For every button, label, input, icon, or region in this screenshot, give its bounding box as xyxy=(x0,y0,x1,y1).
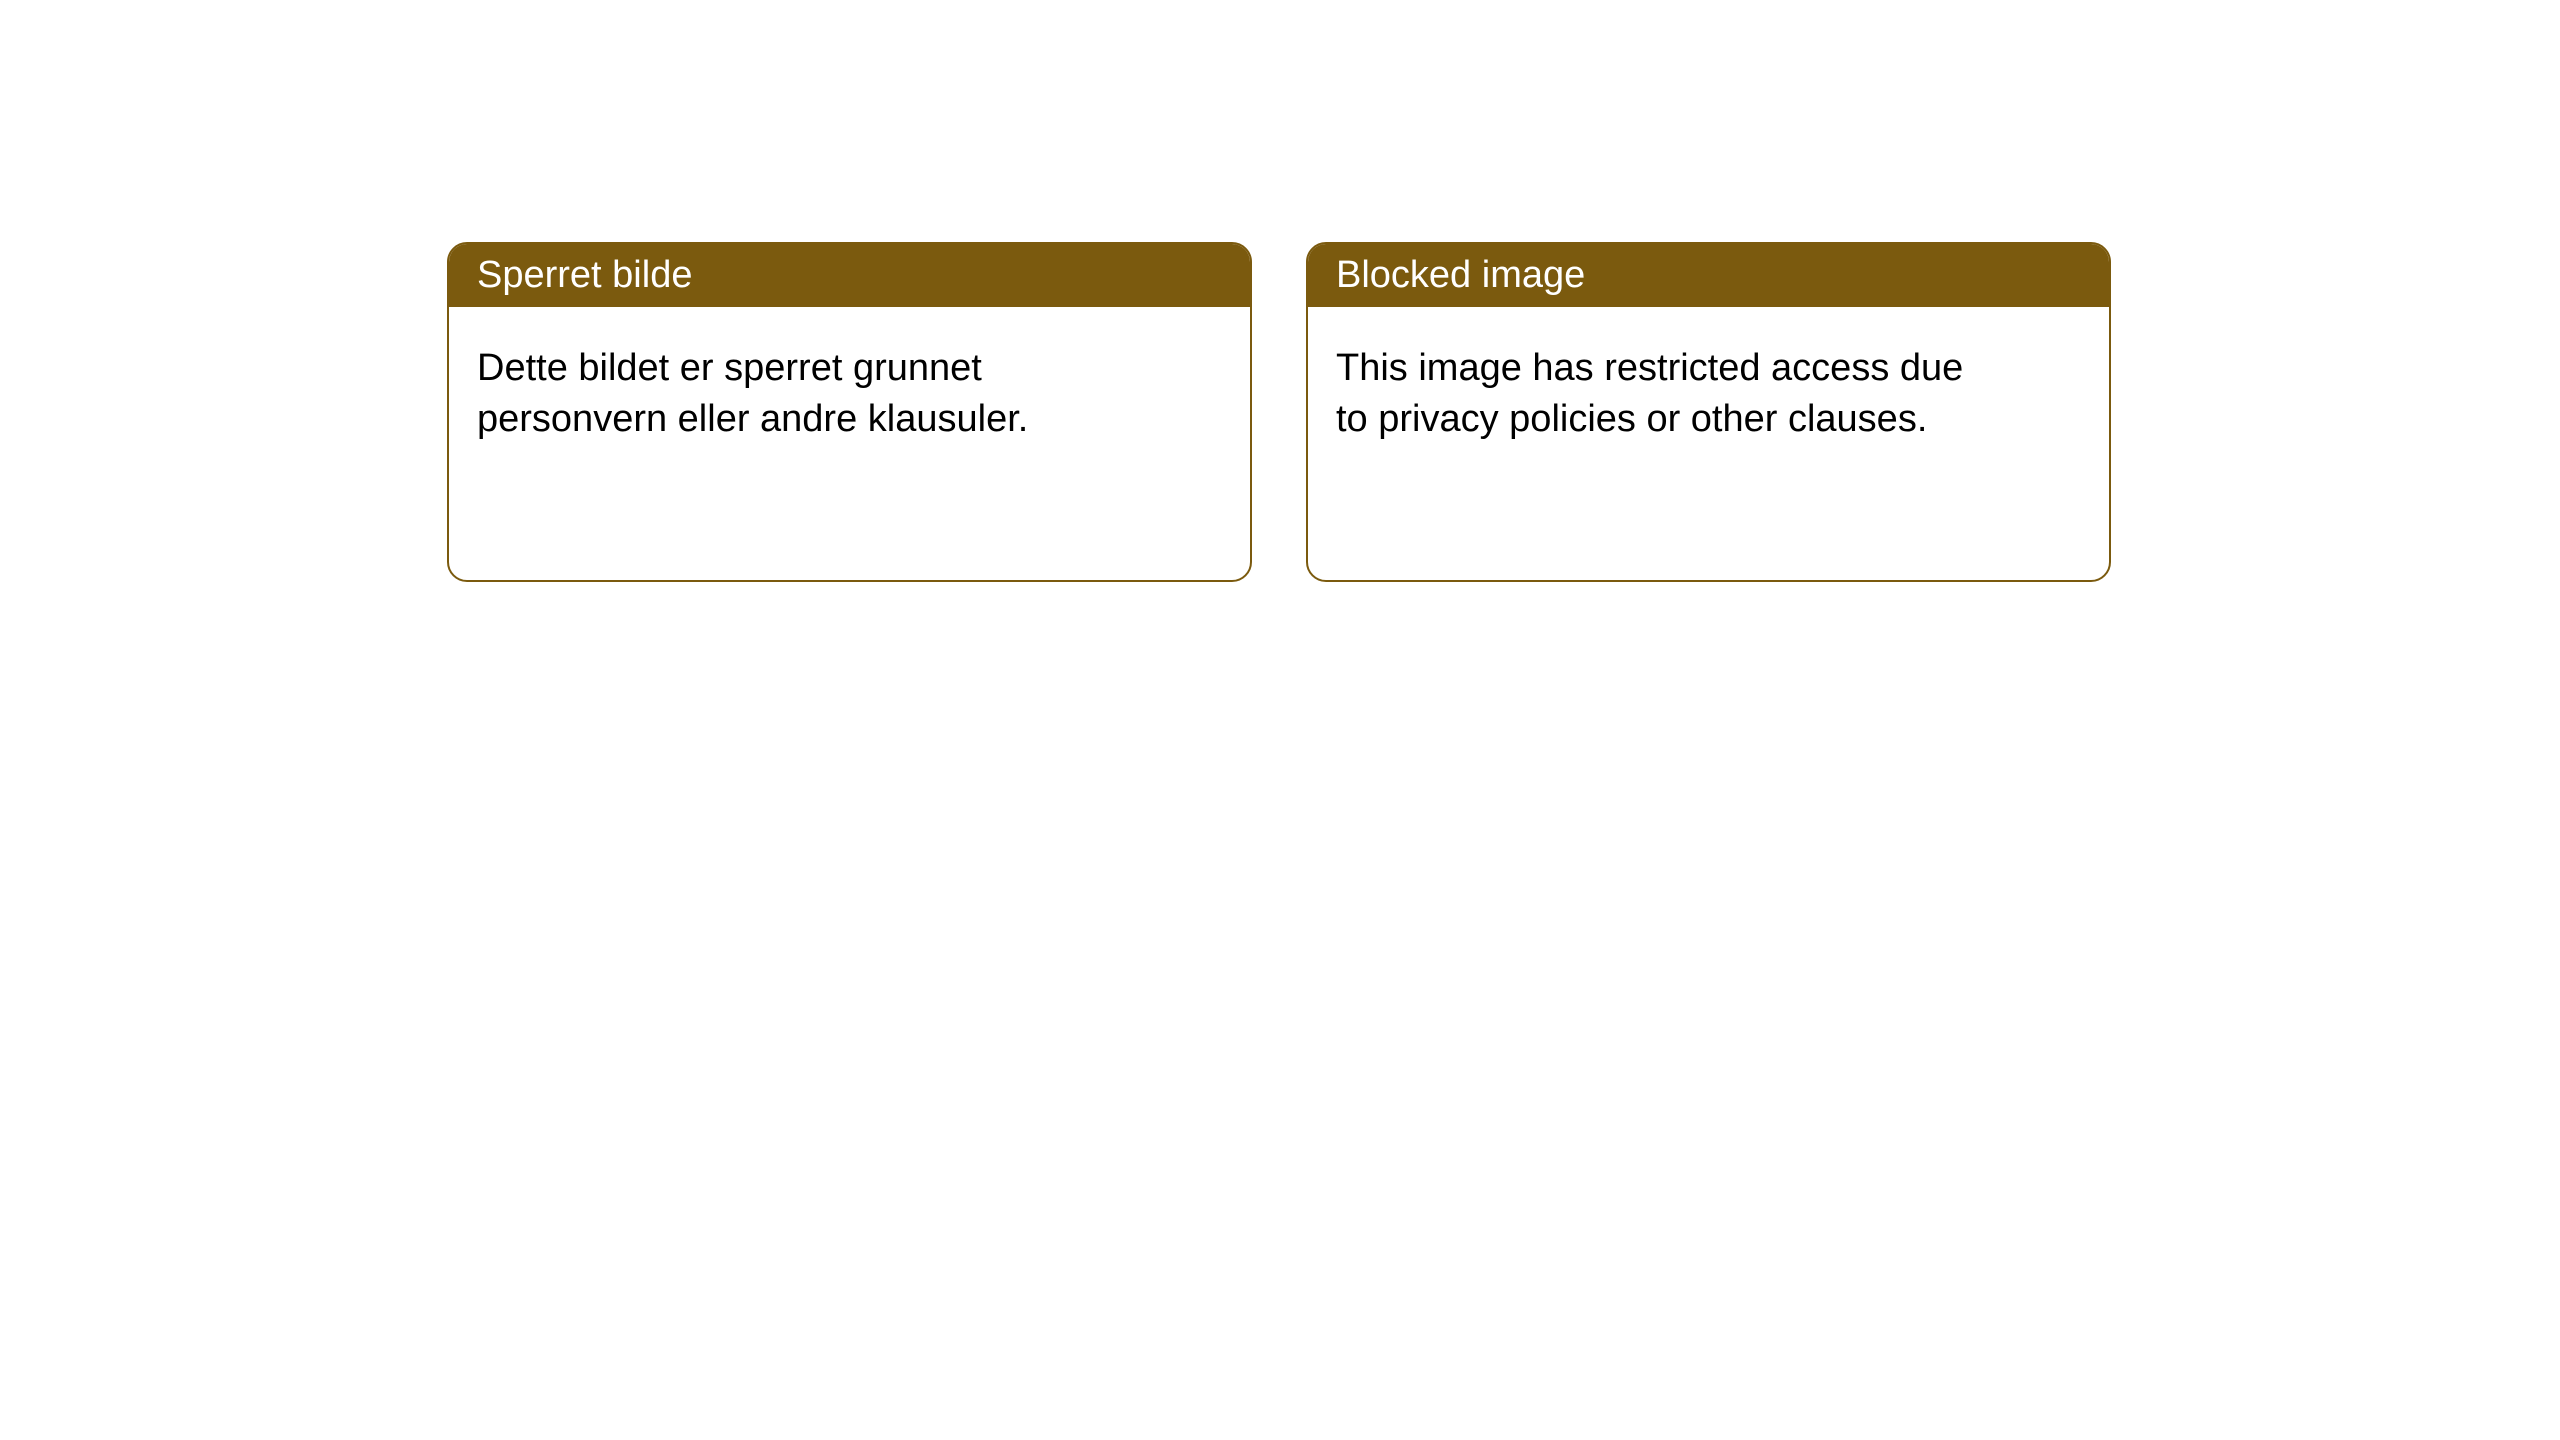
blocked-image-card-en: Blocked image This image has restricted … xyxy=(1306,242,2111,582)
blocked-image-card-no: Sperret bilde Dette bildet er sperret gr… xyxy=(447,242,1252,582)
notice-cards-container: Sperret bilde Dette bildet er sperret gr… xyxy=(0,0,2560,582)
card-header: Sperret bilde xyxy=(449,244,1250,307)
card-header: Blocked image xyxy=(1308,244,2109,307)
card-body-text: This image has restricted access due to … xyxy=(1336,347,1963,440)
card-title: Sperret bilde xyxy=(477,254,692,296)
card-body: Dette bildet er sperret grunnet personve… xyxy=(449,307,1149,482)
card-title: Blocked image xyxy=(1336,254,1585,296)
card-body: This image has restricted access due to … xyxy=(1308,307,2008,482)
card-body-text: Dette bildet er sperret grunnet personve… xyxy=(477,347,1028,440)
